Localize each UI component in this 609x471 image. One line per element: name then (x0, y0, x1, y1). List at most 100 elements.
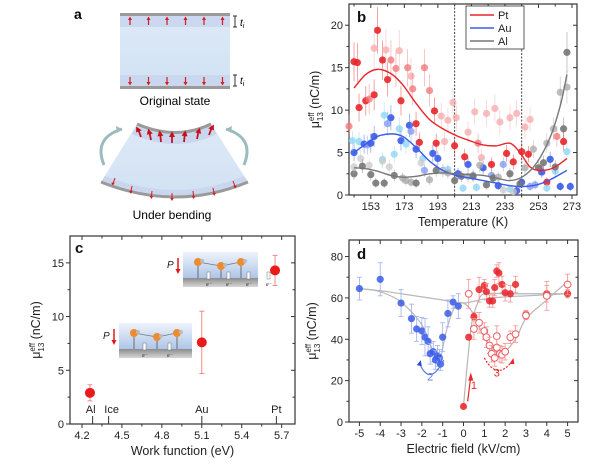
arrowhead (183, 16, 188, 20)
data-point (397, 97, 405, 105)
y-tick-label: 0 (337, 417, 343, 429)
data-point (407, 72, 415, 80)
data-point (559, 125, 568, 133)
x-tick-label: 3 (523, 428, 529, 440)
y-label-subscript: 13 (313, 343, 322, 352)
hydrogen-atom (179, 330, 183, 334)
data-point (464, 160, 472, 169)
x-tick-label: -5 (355, 428, 365, 440)
arrowhead (128, 16, 132, 20)
data-point (521, 123, 529, 131)
data-point-open (475, 318, 484, 327)
data-point (430, 107, 439, 115)
polarization-arrows-down (128, 77, 225, 86)
data-point (491, 283, 499, 292)
inset-polarization-label: P (103, 331, 110, 342)
data-point (365, 95, 373, 103)
electron-label: e⁻ (246, 282, 252, 288)
y-tick-label: 15 (331, 63, 343, 75)
panel-d-chart: -5 -4 -3 -2 -1 0 1 2 3 4 5 0 20 40 60 80 Electric field … (304, 239, 579, 456)
data-point (496, 118, 504, 126)
panel-label-d: d (357, 246, 366, 263)
x-tick-label: 173 (395, 201, 413, 213)
data-point (461, 153, 469, 161)
data-point (385, 163, 393, 171)
data-point (424, 337, 432, 345)
x-tick-label: 4 (544, 428, 550, 440)
data-point (370, 91, 378, 99)
data-point (350, 170, 358, 178)
data-point (432, 166, 440, 174)
arrowhead (191, 195, 196, 199)
inset-pt-schematic: e⁻ e⁻ e⁻ e⁻ (183, 252, 272, 288)
data-point (425, 176, 434, 184)
y-label-superscript: eff (307, 112, 316, 122)
bottom-electrode (120, 86, 230, 89)
bent-slab-body (101, 124, 248, 197)
arrowhead (111, 340, 117, 345)
data-point (563, 148, 571, 156)
y-tick-label: 20 (331, 376, 343, 388)
data-point (482, 181, 491, 189)
y-axis-label: μ13eff (nC/m) (307, 71, 325, 129)
series-pt-points (345, 7, 568, 188)
cycle-label-3: 3 (494, 368, 500, 380)
x-tick-label: 233 (496, 201, 514, 213)
data-point (429, 149, 437, 158)
arrowhead (195, 127, 202, 134)
polarization-arrows-up (128, 16, 225, 25)
data-point (355, 285, 364, 293)
arrowhead (149, 195, 154, 199)
data-point (543, 184, 551, 192)
data-point (556, 182, 564, 191)
arrowhead (170, 198, 174, 201)
arrowhead (146, 82, 151, 86)
water-molecule-icon (153, 333, 161, 341)
data-point (499, 186, 507, 194)
hydrogen-atom (223, 263, 227, 267)
x-tick-label: 213 (462, 201, 480, 213)
arrowhead (157, 130, 164, 137)
arrowhead (175, 269, 181, 274)
data-point (412, 145, 420, 153)
arrowhead (181, 130, 188, 137)
data-point (539, 159, 548, 167)
arrowhead (165, 16, 169, 20)
arrowhead (212, 192, 216, 196)
data-point (465, 333, 473, 341)
arrowhead (128, 82, 132, 86)
y-label-unit: (nC/m) (29, 301, 43, 343)
data-point (513, 109, 521, 118)
x-tick-label: 5.1 (194, 430, 209, 442)
y-tick-label: 10 (52, 312, 64, 324)
data-point (506, 170, 514, 178)
bent-slab (99, 122, 249, 201)
data-point (370, 44, 378, 52)
electron-cloud (246, 271, 251, 280)
x-axis-label: Work function (eV) (131, 444, 234, 458)
cycle-arrow-2-icon (419, 359, 445, 376)
x-tick-label: 4.8 (154, 430, 169, 442)
data-point (380, 179, 388, 187)
bottom-interface-layer (120, 75, 230, 86)
electron-cloud (266, 271, 271, 280)
x-tick-label: 4.5 (114, 430, 129, 442)
x-tick-label: 2 (502, 428, 508, 440)
data-point-al (84, 387, 95, 398)
data-point (502, 149, 511, 158)
data-point-au (196, 337, 207, 348)
arrowhead (146, 128, 153, 135)
arrowhead (468, 372, 474, 381)
data-point-open (470, 325, 478, 333)
electron-label: e⁻ (142, 353, 148, 359)
metal-label-al: Al (86, 404, 96, 416)
data-point (348, 137, 356, 145)
panel-a: a ti ti Original state (74, 6, 249, 222)
arrowhead (220, 82, 225, 86)
data-point (464, 128, 472, 136)
data-point (365, 161, 373, 169)
x-tick-label: -1 (438, 428, 448, 440)
data-point (475, 286, 483, 294)
data-point (397, 299, 405, 307)
data-point (397, 137, 405, 145)
